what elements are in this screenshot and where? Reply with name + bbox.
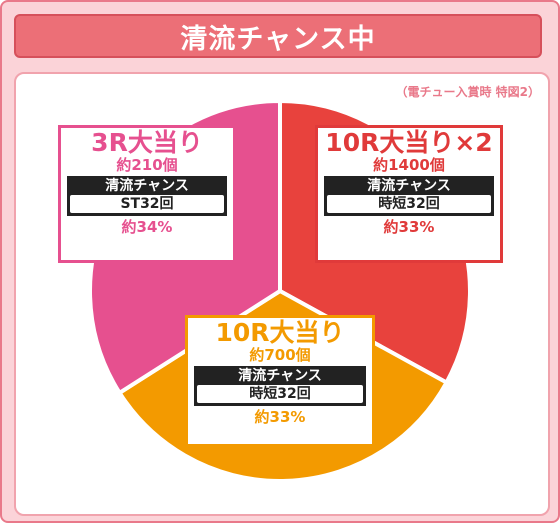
slice-label-box-10r-x2: 10R大当り×2 約1400個 清流チャンス 時短32回 約33% xyxy=(315,125,503,263)
slice-label-box-10r: 10R大当り 約700個 清流チャンス 時短32回 約33% xyxy=(185,315,375,447)
slice-balls: 約210個 xyxy=(116,156,178,174)
title-bar: 清流チャンス中 xyxy=(14,14,542,58)
slice-percent: 約33% xyxy=(383,218,435,236)
chart-title: 清流チャンス中 xyxy=(180,23,376,55)
slice-name: 10R大当り×2 xyxy=(325,128,493,157)
mode-value: ST32回 xyxy=(70,195,224,213)
slice-label-box-3r: 3R大当り 約210個 清流チャンス ST32回 約34% xyxy=(58,125,236,263)
mode-label: 清流チャンス xyxy=(105,178,189,194)
slice-percent: 約33% xyxy=(254,408,306,426)
mode-badge: 清流チャンス ST32回 xyxy=(67,176,227,216)
mode-value: 時短32回 xyxy=(327,195,491,213)
chart-note: （電チュー入賞時 特図2） xyxy=(395,85,540,99)
slice-name: 10R大当り xyxy=(215,318,345,347)
mode-value: 時短32回 xyxy=(197,385,363,403)
mode-label: 清流チャンス xyxy=(238,368,322,384)
slice-percent: 約34% xyxy=(121,218,173,236)
slice-balls: 約700個 xyxy=(249,346,311,364)
mode-label: 清流チャンス xyxy=(367,178,451,194)
mode-badge: 清流チャンス 時短32回 xyxy=(324,176,494,216)
slice-name: 3R大当り xyxy=(91,128,203,157)
slice-balls: 約1400個 xyxy=(373,156,445,174)
mode-badge: 清流チャンス 時短32回 xyxy=(194,366,366,406)
